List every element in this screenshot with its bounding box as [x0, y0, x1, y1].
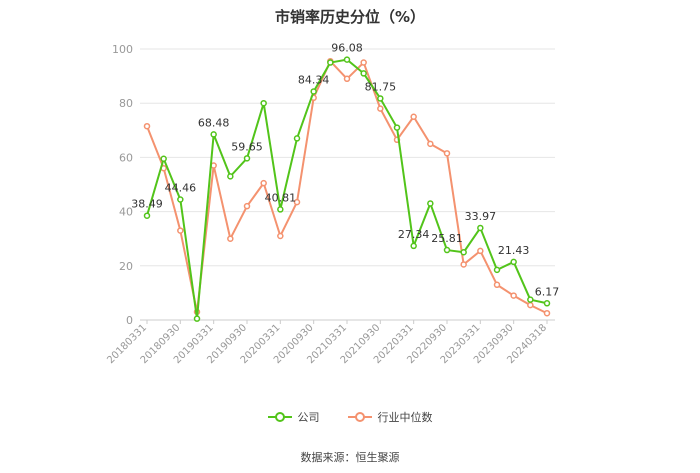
- y-tick-label: 20: [119, 260, 133, 273]
- data-point-company: [410, 242, 417, 250]
- y-tick-label: 80: [119, 97, 133, 110]
- data-point-industry-median: [243, 202, 251, 210]
- data-label: 81.75: [365, 80, 397, 93]
- data-point-company: [393, 124, 401, 131]
- data-point-industry-median: [227, 235, 234, 242]
- y-tick-label: 60: [119, 151, 133, 164]
- y-tick-label: 40: [119, 206, 133, 219]
- data-point-industry-median: [427, 140, 434, 148]
- data-point-company: [443, 246, 451, 254]
- data-label: 38.49: [131, 198, 163, 211]
- data-label: 25.81: [431, 232, 463, 245]
- data-label: 59.65: [231, 140, 263, 153]
- grid-layer: [140, 48, 555, 267]
- data-point-company: [160, 155, 167, 163]
- line-chart: 0204060801002018033120180930201903312019…: [105, 42, 559, 366]
- data-point-company: [243, 155, 251, 162]
- data-point-company: [327, 59, 334, 66]
- data-point-company: [510, 258, 517, 266]
- data-point-industry-median: [460, 261, 467, 268]
- data-point-company: [177, 196, 184, 203]
- data-point-industry-median: [510, 292, 517, 299]
- data-point-industry-median: [377, 105, 384, 112]
- data-point-industry-median: [143, 122, 151, 130]
- data-point-company: [493, 266, 501, 274]
- data-point-company: [527, 296, 534, 303]
- data-point-company: [193, 315, 201, 322]
- data-point-company: [260, 99, 267, 107]
- data-point-company: [427, 200, 434, 207]
- data-point-industry-median: [477, 247, 484, 255]
- data-point-company: [477, 224, 484, 232]
- data-label: 21.43: [498, 244, 530, 257]
- legend-label-industry-median: 行业中位数: [377, 411, 433, 424]
- series-line-company: [146, 58, 548, 320]
- y-tick-label: 100: [112, 43, 133, 56]
- data-point-industry-median: [410, 113, 417, 120]
- data-label: 40.81: [265, 191, 297, 204]
- data-label: 96.08: [331, 42, 363, 55]
- legend-item-company[interactable]: 公司: [267, 409, 320, 425]
- legend-label-company: 公司: [297, 411, 320, 424]
- data-label: 27.34: [398, 228, 430, 241]
- data-point-company: [360, 70, 367, 77]
- data-point-industry-median: [293, 198, 301, 206]
- data-point-industry-median: [260, 179, 267, 187]
- data-point-industry-median: [360, 59, 367, 66]
- data-point-industry-median: [443, 150, 451, 157]
- data-point-industry-median: [493, 281, 501, 289]
- legend-swatch-company: [267, 412, 292, 422]
- chart-title: 市销率历史分位（%）: [274, 8, 426, 26]
- legend: 公司 行业中位数: [0, 408, 700, 426]
- data-source: 数据来源：恒生聚源: [300, 451, 400, 464]
- data-label: 84.34: [298, 73, 330, 86]
- data-point-company: [277, 206, 284, 213]
- data-point-industry-median: [277, 232, 284, 240]
- series-line-industry-median: [146, 60, 548, 315]
- data-point-company: [143, 212, 151, 219]
- data-label: 6.17: [535, 285, 560, 298]
- series-layer: [143, 56, 551, 322]
- data-point-company: [293, 135, 301, 142]
- data-point-company: [343, 56, 351, 63]
- data-point-industry-median: [343, 75, 351, 83]
- legend-swatch-industry-median: [347, 412, 372, 422]
- data-label: 44.46: [165, 182, 197, 195]
- data-point-company: [460, 249, 467, 256]
- data-point-company: [210, 131, 217, 138]
- data-point-industry-median: [543, 309, 551, 317]
- data-point-industry-median: [177, 227, 184, 234]
- data-point-company: [543, 300, 551, 307]
- data-point-company: [377, 95, 384, 102]
- data-point-company: [227, 173, 234, 180]
- y-tick-label: 0: [126, 314, 133, 327]
- data-point-industry-median: [527, 301, 534, 309]
- data-label: 33.97: [465, 210, 497, 223]
- legend-item-industry-median[interactable]: 行业中位数: [347, 409, 433, 425]
- data-label: 68.48: [198, 116, 230, 129]
- data-point-company: [310, 88, 317, 95]
